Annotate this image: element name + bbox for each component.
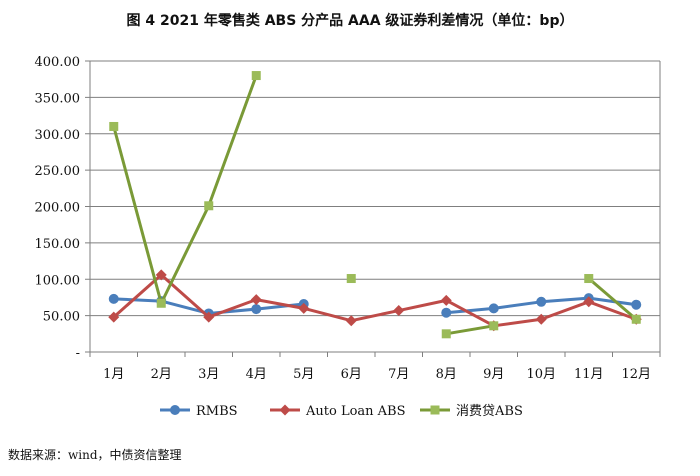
x-tick-label: 1月 — [103, 367, 124, 382]
y-tick-label: 250.00 — [35, 164, 81, 179]
series-line — [446, 324, 494, 336]
x-tick-label: 12月 — [621, 367, 651, 382]
legend-label: Auto Loan ABS — [305, 404, 406, 419]
x-tick-label: 11月 — [574, 367, 604, 382]
series-group — [108, 71, 642, 339]
data-point — [204, 201, 214, 211]
data-point — [251, 304, 262, 315]
data-point — [156, 298, 166, 308]
legend: RMBS Auto Loan ABS 消费贷ABS — [160, 404, 523, 419]
x-tick-label: 7月 — [388, 367, 409, 382]
legend-label: 消费贷ABS — [456, 404, 523, 419]
data-point — [441, 329, 451, 339]
series-2 — [109, 71, 641, 339]
y-tick-label: 150.00 — [35, 237, 81, 252]
data-point — [488, 303, 499, 314]
data-point — [631, 314, 641, 324]
x-tick-labels: 1月 2月 3月 4月 5月 6月 7月 8月 9月 10月 11月 12月 — [89, 352, 661, 382]
grid-lines — [85, 60, 660, 353]
data-point — [441, 307, 452, 318]
x-tick-label: 10月 — [526, 367, 556, 382]
data-point — [251, 71, 261, 81]
x-tick-label: 4月 — [246, 367, 267, 382]
y-tick-labels: - 50.00 100.00 150.00 200.00 250.00 300.00 350.… — [35, 55, 81, 361]
data-point — [536, 296, 547, 307]
data-point — [298, 302, 310, 314]
data-point — [393, 305, 405, 317]
y-tick-label: - — [76, 346, 80, 361]
chart-title: 图 4 2021 年零售类 ABS 分产品 AAA 级证券利差情况（单位：bp） — [126, 13, 574, 29]
source-note: 数据来源：wind，中债资信整理 — [8, 448, 182, 462]
y-tick-label: 350.00 — [35, 91, 81, 106]
series-line — [112, 273, 637, 328]
chart-area: - 50.00 100.00 150.00 200.00 250.00 300.00 350.… — [0, 36, 700, 436]
data-point — [108, 311, 120, 323]
legend-marker — [170, 405, 180, 415]
data-point — [345, 315, 357, 327]
line-chart: - 50.00 100.00 150.00 200.00 250.00 300.00 350.… — [35, 55, 661, 419]
data-point — [108, 293, 119, 304]
x-tick-label: 6月 — [341, 367, 362, 382]
x-tick-label: 9月 — [483, 367, 504, 382]
data-point — [155, 269, 167, 281]
legend-marker — [279, 404, 291, 416]
data-point — [203, 311, 215, 323]
data-point — [109, 121, 119, 131]
y-tick-label: 300.00 — [35, 128, 81, 143]
x-tick-label: 3月 — [198, 367, 219, 382]
data-point — [584, 274, 594, 284]
legend-label: RMBS — [196, 404, 238, 419]
x-tick-label: 8月 — [436, 367, 457, 382]
data-point — [346, 274, 356, 284]
data-point — [631, 299, 642, 310]
x-tick-label: 5月 — [293, 367, 314, 382]
data-point — [440, 294, 452, 306]
legend-marker — [430, 405, 440, 415]
data-point — [583, 296, 595, 308]
y-tick-label: 200.00 — [35, 201, 81, 216]
data-point — [535, 313, 547, 325]
data-point — [489, 321, 499, 331]
y-tick-label: 50.00 — [43, 310, 80, 325]
series-line — [112, 75, 258, 305]
data-point — [250, 294, 262, 306]
y-tick-label: 400.00 — [35, 55, 81, 70]
x-tick-label: 2月 — [151, 367, 172, 382]
series-line — [587, 277, 638, 321]
y-tick-label: 100.00 — [35, 273, 81, 288]
